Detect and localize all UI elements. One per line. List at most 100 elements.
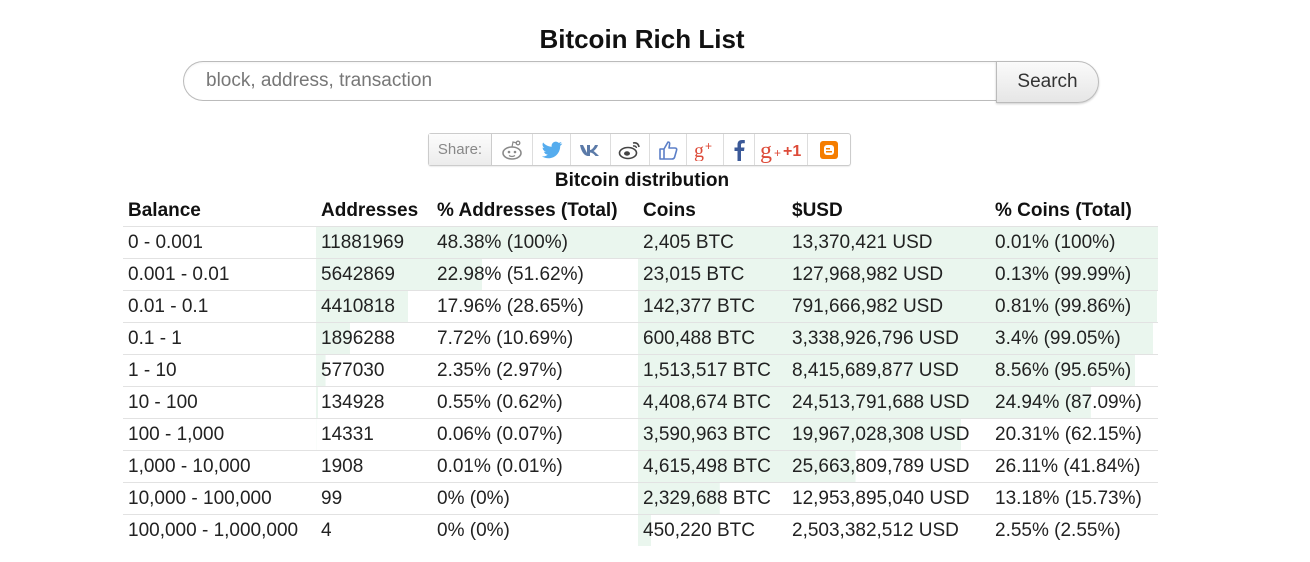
pct-coins-cell: 26.11% (41.84%)	[990, 450, 1158, 483]
pct-coins-cell: 24.94% (87.09%)	[990, 386, 1158, 419]
table-row: 0.1 - 1 1896288 7.72% (10.69%) 600,488 BTC 3…	[123, 322, 1158, 355]
reddit-icon	[502, 140, 522, 160]
usd-cell: 25,663,809,789 USD	[787, 450, 990, 483]
addresses-cell: 4	[316, 514, 432, 546]
table-row: 0.001 - 0.01 5642869 22.98% (51.62%) 23,015…	[123, 258, 1158, 291]
pct-addresses-cell: 17.96% (28.65%)	[432, 290, 638, 323]
pct-coins-cell: 0.13% (99.99%)	[990, 258, 1158, 291]
usd-cell: 19,967,028,308 USD	[787, 418, 990, 451]
weibo-icon	[618, 141, 640, 159]
addresses-cell: 4410818	[316, 290, 432, 323]
svg-text:g: g	[694, 140, 704, 161]
usd-cell: 3,338,926,796 USD	[787, 322, 990, 355]
google-plus-icon: g +	[694, 139, 712, 161]
svg-text:+: +	[774, 146, 781, 160]
share-google-plus-one-button[interactable]: g + +1	[755, 134, 808, 165]
coins-cell: 23,015 BTC	[638, 258, 787, 291]
search-button[interactable]: Search	[996, 61, 1099, 103]
usd-cell: 127,968,982 USD	[787, 258, 990, 291]
pct-coins-cell: 13.18% (15.73%)	[990, 482, 1158, 515]
share-like-button[interactable]	[650, 134, 687, 165]
search-bar: Search	[183, 61, 1099, 103]
pct-coins-cell: 0.01% (100%)	[990, 226, 1158, 259]
share-twitter-button[interactable]	[533, 134, 571, 165]
svg-text:g: g	[760, 138, 772, 164]
page-title: Bitcoin Rich List	[539, 24, 745, 54]
pct-coins-cell: 2.55% (2.55%)	[990, 514, 1158, 546]
usd-cell: 12,953,895,040 USD	[787, 482, 990, 515]
share-google-plus-button[interactable]: g +	[687, 134, 724, 165]
google-plus-one-text: +1	[783, 143, 801, 160]
usd-cell: 8,415,689,877 USD	[787, 354, 990, 387]
pct-coins-cell: 0.81% (99.86%)	[990, 290, 1158, 323]
facebook-icon	[734, 139, 745, 161]
share-reddit-button[interactable]	[492, 134, 533, 165]
table-row: 1,000 - 10,000 1908 0.01% (0.01%) 4,615,498…	[123, 450, 1158, 483]
table-row: 100,000 - 1,000,000 4 0% (0%) 450,220 BTC 2,…	[123, 514, 1158, 546]
col-header-coins: Coins	[643, 200, 696, 221]
pct-addresses-cell: 2.35% (2.97%)	[432, 354, 638, 387]
table-header-row: Balance Addresses % Addresses (Total) Co…	[123, 195, 1158, 227]
share-weibo-button[interactable]	[611, 134, 650, 165]
table-row: 10,000 - 100,000 99 0% (0%) 2,329,688 BTC 12…	[123, 482, 1158, 515]
balance-cell: 0.001 - 0.01	[123, 258, 316, 291]
table-row: 10 - 100 134928 0.55% (0.62%) 4,408,674 BTC…	[123, 386, 1158, 419]
col-header-balance: Balance	[128, 200, 201, 221]
coins-cell: 600,488 BTC	[638, 322, 787, 355]
balance-cell: 0 - 0.001	[123, 226, 316, 259]
coins-cell: 1,513,517 BTC	[638, 354, 787, 387]
balance-cell: 100 - 1,000	[123, 418, 316, 451]
blogger-icon	[820, 140, 838, 159]
pct-addresses-cell: 0% (0%)	[432, 514, 638, 546]
col-header-pct-addresses: % Addresses (Total)	[437, 200, 618, 221]
coins-cell: 2,405 BTC	[638, 226, 787, 259]
pct-addresses-cell: 0.01% (0.01%)	[432, 450, 638, 483]
share-bar: Share: g +	[428, 133, 851, 166]
table-row: 0 - 0.001 11881969 48.38% (100%) 2,405 BTC 1…	[123, 226, 1158, 259]
pct-coins-cell: 3.4% (99.05%)	[990, 322, 1158, 355]
pct-addresses-cell: 48.38% (100%)	[432, 226, 638, 259]
addresses-cell: 1896288	[316, 322, 432, 355]
balance-cell: 100,000 - 1,000,000	[123, 514, 316, 546]
addresses-cell: 577030	[316, 354, 432, 387]
table-row: 0.01 - 0.1 4410818 17.96% (28.65%) 142,377 …	[123, 290, 1158, 323]
share-label: Share:	[429, 134, 492, 165]
addresses-cell: 99	[316, 482, 432, 515]
distribution-title: Bitcoin distribution	[554, 170, 730, 191]
like-icon	[659, 140, 678, 160]
coins-cell: 142,377 BTC	[638, 290, 787, 323]
coins-cell: 3,590,963 BTC	[638, 418, 787, 451]
distribution-table: Balance Addresses % Addresses (Total) Co…	[123, 195, 1158, 546]
pct-coins-cell: 8.56% (95.65%)	[990, 354, 1158, 387]
balance-cell: 10,000 - 100,000	[123, 482, 316, 515]
pct-coins-cell: 20.31% (62.15%)	[990, 418, 1158, 451]
search-input[interactable]	[183, 61, 997, 101]
vk-icon	[579, 144, 599, 156]
col-header-usd: $USD	[792, 200, 843, 221]
usd-cell: 791,666,982 USD	[787, 290, 990, 323]
table-row: 1 - 10 577030 2.35% (2.97%) 1,513,517 BTC 8,…	[123, 354, 1158, 387]
pct-addresses-cell: 0.55% (0.62%)	[432, 386, 638, 419]
addresses-cell: 5642869	[316, 258, 432, 291]
google-plus-one-icon: g + +1	[760, 138, 801, 164]
table-row: 100 - 1,000 14331 0.06% (0.07%) 3,590,963 B…	[123, 418, 1158, 451]
pct-addresses-cell: 0% (0%)	[432, 482, 638, 515]
balance-cell: 1,000 - 10,000	[123, 450, 316, 483]
pct-addresses-cell: 22.98% (51.62%)	[432, 258, 638, 291]
balance-cell: 10 - 100	[123, 386, 316, 419]
addresses-cell: 11881969	[316, 226, 432, 259]
balance-cell: 1 - 10	[123, 354, 316, 387]
addresses-cell: 14331	[316, 418, 432, 451]
twitter-icon	[541, 141, 562, 158]
usd-cell: 24,513,791,688 USD	[787, 386, 990, 419]
share-facebook-button[interactable]	[724, 134, 755, 165]
addresses-cell: 1908	[316, 450, 432, 483]
balance-cell: 0.1 - 1	[123, 322, 316, 355]
share-vk-button[interactable]	[571, 134, 611, 165]
balance-cell: 0.01 - 0.1	[123, 290, 316, 323]
usd-cell: 2,503,382,512 USD	[787, 514, 990, 546]
svg-text:+: +	[705, 139, 712, 153]
coins-cell: 4,615,498 BTC	[638, 450, 787, 483]
pct-addresses-cell: 0.06% (0.07%)	[432, 418, 638, 451]
share-blogger-button[interactable]	[808, 134, 850, 165]
